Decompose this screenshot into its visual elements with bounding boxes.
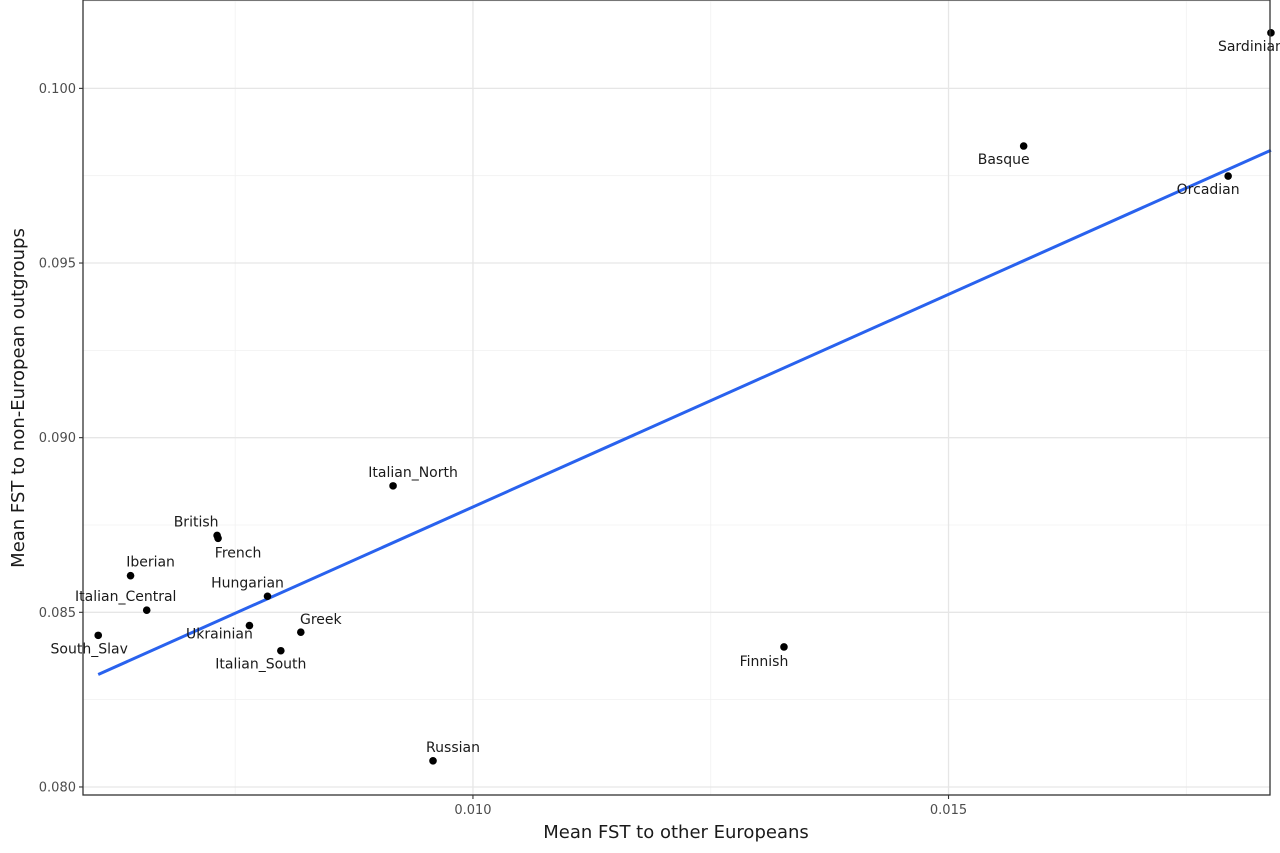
y-axis-ticks: 0.080 0.085 0.090 0.095 0.100 bbox=[39, 82, 83, 795]
point-label: Ukrainian bbox=[186, 627, 253, 643]
data-point bbox=[429, 756, 437, 765]
data-point bbox=[263, 592, 272, 601]
y-tick-label: 0.085 bbox=[39, 606, 76, 621]
point-label: Orcadian bbox=[1177, 182, 1240, 198]
point-label: British bbox=[174, 514, 219, 530]
point-label: Sardinian bbox=[1218, 39, 1280, 55]
x-tick-label: 0.015 bbox=[930, 803, 967, 818]
y-tick-label: 0.095 bbox=[39, 257, 76, 272]
data-point bbox=[389, 482, 397, 490]
data-point bbox=[142, 606, 151, 615]
point-label: Russian bbox=[426, 740, 480, 756]
data-point bbox=[1267, 29, 1275, 37]
point-label: Finnish bbox=[740, 654, 789, 670]
point-label: Basque bbox=[978, 152, 1030, 168]
data-point bbox=[126, 571, 135, 580]
point-label: Greek bbox=[300, 612, 343, 628]
data-point bbox=[214, 534, 222, 543]
x-axis-title: Mean FST to other Europeans bbox=[543, 822, 809, 843]
regression-line bbox=[97, 148, 1272, 676]
data-point bbox=[245, 621, 254, 630]
x-axis-ticks: 0.010 0.015 bbox=[454, 795, 967, 818]
point-label: Hungarian bbox=[211, 575, 284, 591]
data-point bbox=[94, 631, 103, 640]
y-tick-label: 0.100 bbox=[39, 82, 76, 97]
point-label: South_Slav bbox=[51, 641, 128, 657]
point-label: Italian_South bbox=[215, 657, 306, 673]
y-tick-label: 0.080 bbox=[39, 780, 76, 795]
y-tick-label: 0.090 bbox=[39, 431, 76, 446]
data-point bbox=[1019, 142, 1028, 150]
panel-border bbox=[82, 0, 1271, 796]
data-point bbox=[297, 628, 305, 637]
y-axis-title: Mean FST to non-European outgroups bbox=[8, 228, 29, 568]
data-point bbox=[780, 643, 788, 651]
data-point bbox=[277, 646, 285, 655]
plot-area: Sardinian Basque Orcadian Italian_North Brit… bbox=[51, 0, 1280, 796]
point-label: French bbox=[215, 545, 262, 561]
data-point bbox=[1224, 172, 1232, 180]
point-label: Italian_Central bbox=[75, 589, 176, 605]
point-label: Italian_North bbox=[368, 465, 458, 481]
point-label: Iberian bbox=[126, 555, 175, 571]
x-tick-label: 0.010 bbox=[454, 803, 491, 818]
